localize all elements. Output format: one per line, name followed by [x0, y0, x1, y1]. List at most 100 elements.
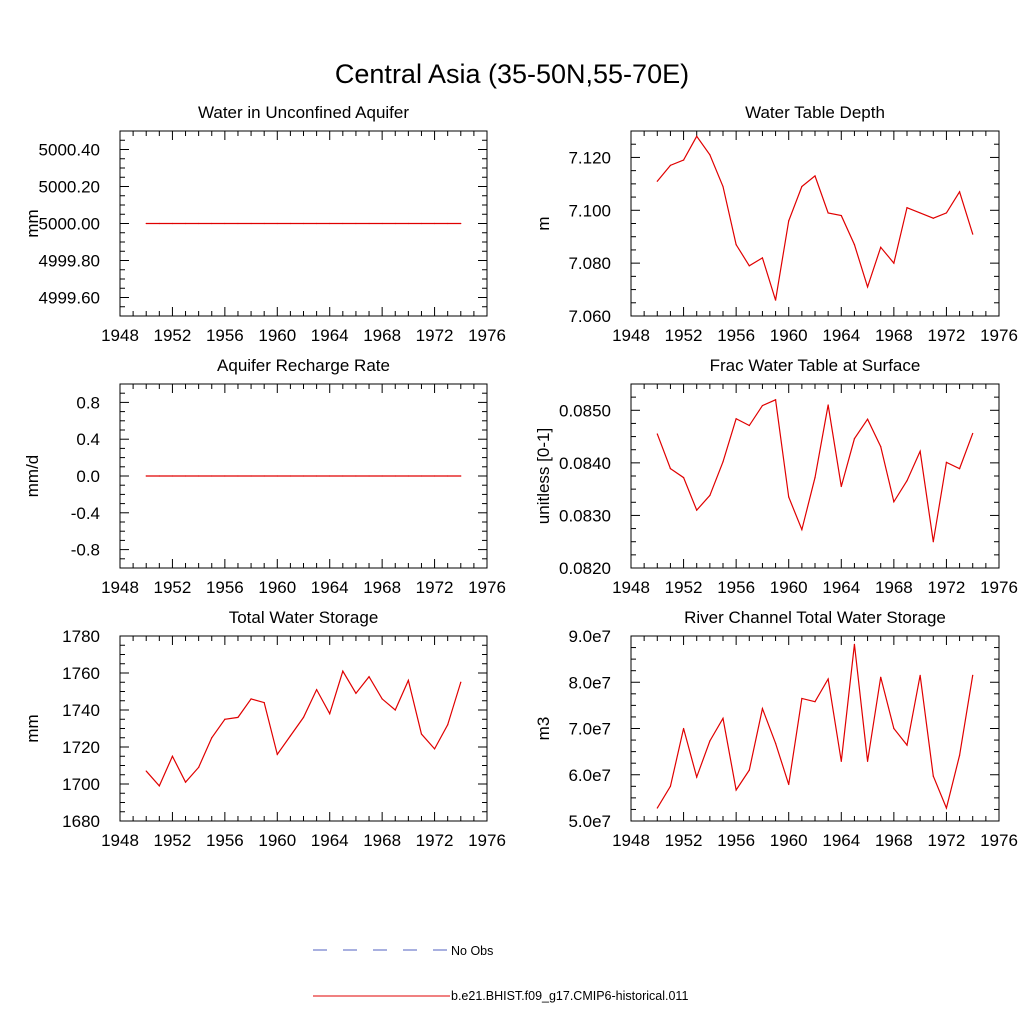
x-tick-label: 1964: [822, 326, 860, 345]
data-point: [433, 475, 436, 477]
y-tick-label: 1760: [62, 664, 100, 683]
data-point: [814, 476, 816, 479]
data-point: [355, 222, 357, 225]
data-point: [237, 716, 239, 719]
data-point: [880, 445, 882, 448]
x-tick-label: 1964: [822, 831, 860, 850]
data-point: [840, 214, 842, 217]
y-tick-label: 0.4: [76, 430, 100, 449]
data-point: [447, 475, 449, 477]
x-tick-label: 1952: [154, 578, 192, 597]
y-tick-label: 0.0840: [559, 454, 611, 473]
data-point: [224, 718, 226, 720]
data-point: [211, 475, 213, 477]
x-tick-label: 1968: [363, 578, 401, 597]
data-point: [276, 475, 278, 477]
figure-title: Central Asia (35-50N,55-70E): [335, 59, 689, 89]
data-point: [250, 222, 252, 225]
data-point: [447, 222, 449, 225]
data-point: [788, 496, 790, 498]
panel-6: River Channel Total Water Storage m3 1948 1…: [534, 608, 1018, 850]
data-point: [368, 222, 370, 225]
data-point: [394, 475, 396, 477]
y-tick-label: 7.120: [568, 148, 611, 167]
data-point: [761, 708, 764, 710]
data-point: [145, 770, 147, 772]
panel-2: Water Table Depth m 1948 1952 1956 1960 1964 19…: [534, 103, 1018, 345]
y-tick-label: 1700: [62, 775, 100, 794]
x-tick-label: 1968: [363, 831, 401, 850]
y-tick-label: 6.0e7: [568, 766, 611, 785]
x-tick-label: 1956: [717, 831, 755, 850]
data-point: [853, 438, 856, 440]
panel-title: Total Water Storage: [229, 608, 379, 627]
data-point: [381, 475, 383, 477]
panel-title: Water in Unconfined Aquifer: [198, 103, 409, 122]
x-tick-label: 1968: [363, 326, 401, 345]
data-point: [342, 670, 344, 672]
x-tick-label: 1956: [206, 831, 244, 850]
x-tick-label: 1952: [154, 831, 192, 850]
data-point: [289, 475, 291, 477]
plot-frame: [119, 635, 488, 822]
data-point: [420, 475, 423, 477]
y-tick-label: 5000.40: [39, 141, 100, 160]
data-point: [827, 212, 829, 214]
x-tick-label: 1948: [612, 831, 650, 850]
data-point: [145, 222, 147, 225]
data-point: [682, 476, 685, 479]
x-tick-label: 1976: [980, 831, 1018, 850]
data-point: [316, 475, 318, 477]
x-tick-label: 1972: [928, 831, 966, 850]
y-tick-label: 1780: [62, 627, 100, 646]
y-tick-label: 5000.00: [39, 215, 100, 234]
y-tick-label: 9.0e7: [568, 627, 611, 646]
data-point: [433, 222, 436, 225]
panels: Water in Unconfined Aquifer mm 1948 1952 195…: [23, 103, 1018, 850]
x-tick-label: 1948: [612, 578, 650, 597]
data-point: [788, 220, 790, 222]
data-point: [447, 724, 449, 726]
data-point: [263, 475, 265, 477]
data-point: [682, 159, 685, 161]
y-tick-label: 1740: [62, 701, 100, 720]
y-axis-label: mm: [23, 209, 42, 237]
y-tick-label: 0.8: [76, 393, 100, 412]
data-point: [945, 807, 948, 809]
data-point: [972, 432, 974, 435]
data-point: [355, 692, 357, 694]
y-tick-label: 1680: [62, 812, 100, 831]
x-tick-label: 1960: [258, 578, 296, 597]
data-point: [827, 404, 829, 406]
panel-5: Total Water Storage mm 1948 1952 1956 1960 196…: [23, 608, 506, 850]
data-point: [368, 676, 370, 678]
y-tick-label: 7.080: [568, 254, 611, 273]
data-point: [748, 769, 750, 771]
data-point: [761, 257, 764, 259]
x-tick-label: 1952: [665, 578, 703, 597]
x-tick-label: 1976: [468, 326, 506, 345]
data-point: [696, 509, 698, 511]
data-point: [420, 222, 423, 225]
data-point: [774, 399, 777, 401]
data-point: [355, 475, 357, 477]
data-point: [853, 643, 856, 645]
data-point: [866, 418, 869, 420]
data-point: [958, 468, 961, 470]
plot-frame: [630, 130, 1000, 317]
data-point: [224, 222, 226, 225]
data-point: [171, 475, 174, 477]
data-point: [709, 494, 711, 497]
data-point: [171, 222, 174, 225]
data-point: [814, 175, 816, 177]
x-tick-label: 1952: [154, 326, 192, 345]
x-tick-label: 1964: [822, 578, 860, 597]
series-line: [656, 135, 974, 301]
panel-3: Aquifer Recharge Rate mm/d 1948 1952 1956 196…: [23, 356, 506, 597]
data-point: [407, 475, 409, 477]
data-point: [682, 727, 685, 730]
y-tick-label: 4999.80: [39, 252, 100, 271]
data-point: [302, 716, 305, 719]
data-point: [460, 475, 462, 477]
data-point: [276, 222, 278, 225]
